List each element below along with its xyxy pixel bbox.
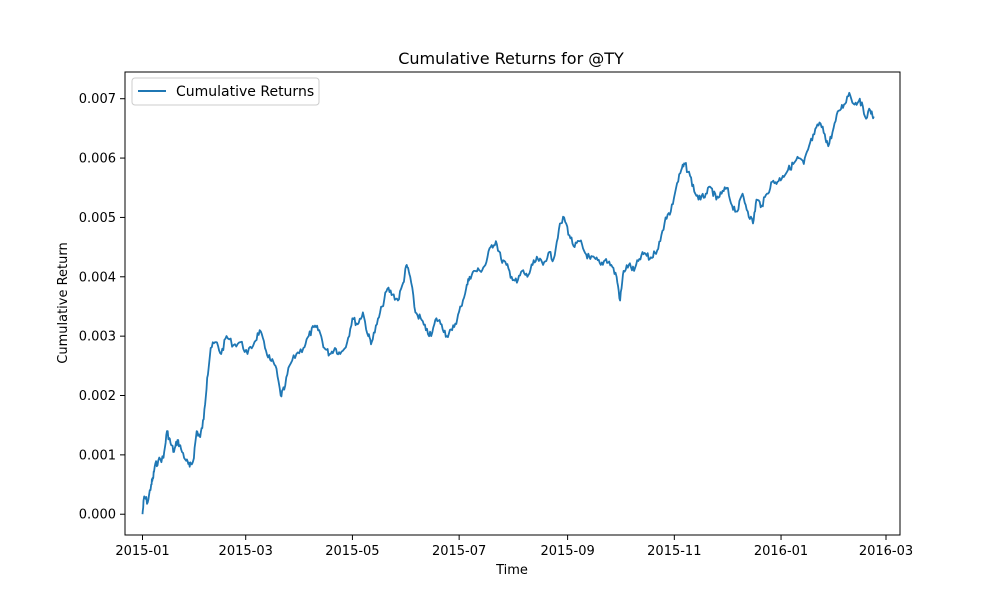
x-tick-label: 2015-11: [647, 544, 701, 559]
chart-title: Cumulative Returns for @TY: [398, 49, 624, 68]
x-tick-label: 2015-03: [219, 544, 273, 559]
x-tick-label: 2015-07: [432, 544, 486, 559]
y-tick-label: 0.003: [79, 330, 116, 345]
legend-box: [131, 77, 320, 106]
x-tick-label: 2015-01: [115, 544, 169, 559]
x-tick-label: 2016-03: [859, 544, 913, 559]
legend-label: Cumulative Returns: [176, 84, 314, 100]
legend: Cumulative Returns: [131, 77, 320, 106]
y-tick-label: 0.001: [79, 448, 116, 463]
y-tick-label: 0.006: [79, 152, 116, 167]
x-axis: 2015-01 2015-03 2015-05 2015-07 2015-09 2015-…: [115, 535, 913, 559]
x-axis-title: Time: [495, 563, 528, 578]
y-tick-label: 0.005: [79, 211, 116, 226]
y-axis: 0.000 0.001 0.002 0.003 0.004 0.005 0.006 0.007: [79, 92, 125, 523]
x-tick-label: 2015-05: [325, 544, 379, 559]
y-tick-label: 0.000: [79, 508, 116, 523]
series-line-cumulative-returns: [141, 91, 875, 515]
y-axis-title: Cumulative Return: [56, 242, 71, 363]
y-tick-label: 0.007: [79, 92, 116, 107]
y-tick-label: 0.004: [79, 270, 116, 285]
x-tick-label: 2015-09: [540, 544, 594, 559]
y-tick-label: 0.002: [79, 389, 116, 404]
x-tick-label: 2016-01: [754, 544, 808, 559]
plot-area-frame: [124, 71, 901, 536]
